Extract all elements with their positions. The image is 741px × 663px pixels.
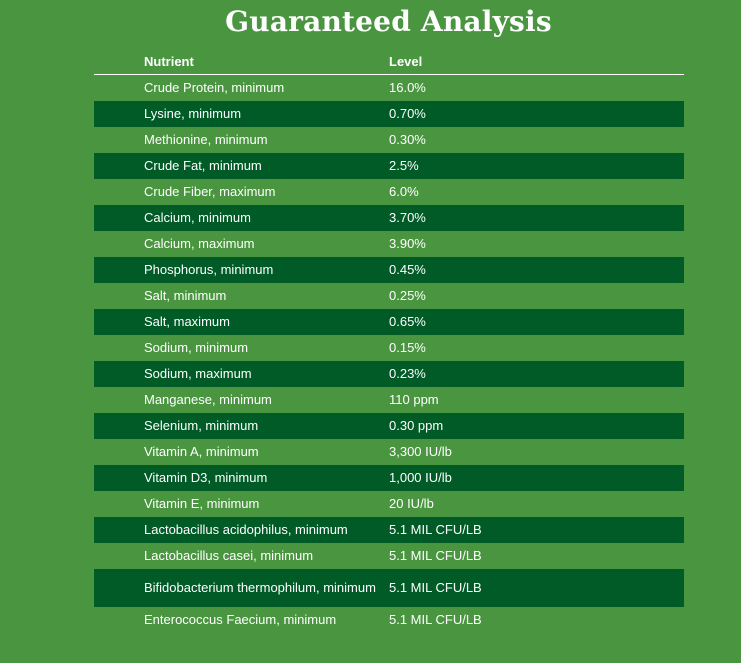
table-row: Salt, minimum 0.25%	[94, 283, 684, 309]
table-row: Vitamin E, minimum 20 IU/lb	[94, 491, 684, 517]
nutrient-cell: Salt, minimum	[144, 288, 227, 303]
nutrient-cell: Lactobacillus casei, minimum	[144, 548, 314, 563]
level-cell: 3.90%	[389, 236, 426, 251]
nutrient-cell: Phosphorus, minimum	[144, 262, 274, 277]
level-cell: 16.0%	[389, 80, 426, 95]
nutrient-cell: Vitamin E, minimum	[144, 496, 260, 511]
nutrient-cell: Bifidobacterium thermophilum, minimum	[144, 580, 376, 595]
nutrient-cell: Manganese, minimum	[144, 392, 272, 407]
table-row: Crude Fat, minimum 2.5%	[94, 153, 684, 179]
level-cell: 5.1 MIL CFU/LB	[389, 522, 482, 537]
level-cell: 5.1 MIL CFU/LB	[389, 548, 482, 563]
nutrient-cell: Vitamin D3, minimum	[144, 470, 268, 485]
table-row: Bifidobacterium thermophilum, minimum 5.…	[94, 569, 684, 607]
level-cell: 5.1 MIL CFU/LB	[389, 612, 482, 627]
table-row: Phosphorus, minimum 0.45%	[94, 257, 684, 283]
level-cell: 5.1 MIL CFU/LB	[389, 580, 482, 595]
table-row: Calcium, minimum 3.70%	[94, 205, 684, 231]
nutrient-cell: Crude Fiber, maximum	[144, 184, 276, 199]
level-cell: 0.23%	[389, 366, 426, 381]
level-cell: 0.30%	[389, 132, 426, 147]
table-row: Sodium, minimum 0.15%	[94, 335, 684, 361]
level-cell: 3.70%	[389, 210, 426, 225]
nutrient-cell: Sodium, maximum	[144, 366, 252, 381]
table-row: Salt, maximum 0.65%	[94, 309, 684, 335]
table-header: Nutrient Level	[94, 48, 684, 75]
nutrient-cell: Lysine, minimum	[144, 106, 242, 121]
table-row: Enterococcus Faecium, minimum 5.1 MIL CF…	[94, 607, 684, 633]
nutrient-cell: Calcium, minimum	[144, 210, 251, 225]
table-row: Selenium, minimum 0.30 ppm	[94, 413, 684, 439]
level-cell: 0.45%	[389, 262, 426, 277]
nutrient-cell: Crude Fat, minimum	[144, 158, 262, 173]
level-cell: 0.65%	[389, 314, 426, 329]
table-row: Lactobacillus casei, minimum 5.1 MIL CFU…	[94, 543, 684, 569]
nutrient-cell: Vitamin A, minimum	[144, 444, 259, 459]
nutrient-cell: Crude Protein, minimum	[144, 80, 285, 95]
table-row: Calcium, maximum 3.90%	[94, 231, 684, 257]
header-level: Level	[389, 53, 423, 69]
table-row: Methionine, minimum 0.30%	[94, 127, 684, 153]
table-row: Vitamin D3, minimum 1,000 IU/lb	[94, 465, 684, 491]
table-row: Vitamin A, minimum 3,300 IU/lb	[94, 439, 684, 465]
level-cell: 0.15%	[389, 340, 426, 355]
page-title: Guaranteed Analysis	[225, 5, 552, 38]
nutrient-cell: Enterococcus Faecium, minimum	[144, 612, 337, 627]
nutrient-cell: Salt, maximum	[144, 314, 230, 329]
table-row: Lysine, minimum 0.70%	[94, 101, 684, 127]
level-cell: 0.70%	[389, 106, 426, 121]
table-row: Lactobacillus acidophilus, minimum 5.1 M…	[94, 517, 684, 543]
table-row: Crude Fiber, maximum 6.0%	[94, 179, 684, 205]
nutrient-cell: Selenium, minimum	[144, 418, 259, 433]
level-cell: 1,000 IU/lb	[389, 470, 452, 485]
level-cell: 110 ppm	[389, 392, 439, 407]
level-cell: 0.30 ppm	[389, 418, 444, 433]
level-cell: 0.25%	[389, 288, 426, 303]
nutrient-cell: Sodium, minimum	[144, 340, 249, 355]
table-row: Sodium, maximum 0.23%	[94, 361, 684, 387]
table-row: Crude Protein, minimum 16.0%	[94, 75, 684, 101]
header-nutrient: Nutrient	[144, 53, 194, 69]
nutrient-cell: Calcium, maximum	[144, 236, 255, 251]
guaranteed-analysis-table: Nutrient Level Crude Protein, minimum 16…	[94, 48, 684, 633]
level-cell: 2.5%	[389, 158, 419, 173]
level-cell: 3,300 IU/lb	[389, 444, 452, 459]
table-row: Manganese, minimum 110 ppm	[94, 387, 684, 413]
level-cell: 20 IU/lb	[389, 496, 434, 511]
level-cell: 6.0%	[389, 184, 419, 199]
nutrient-cell: Methionine, minimum	[144, 132, 268, 147]
nutrient-cell: Lactobacillus acidophilus, minimum	[144, 522, 348, 537]
